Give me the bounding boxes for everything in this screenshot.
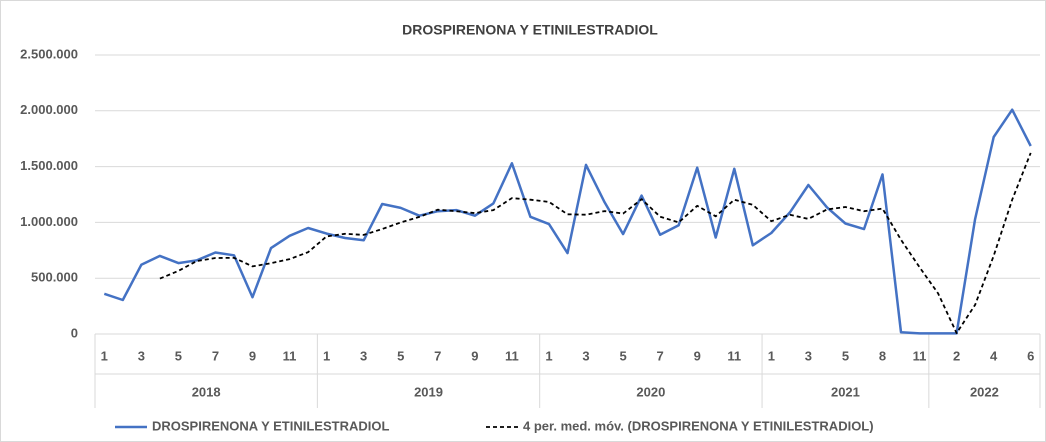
year-label: 2021	[831, 384, 860, 399]
x-tick-label: 9	[249, 348, 256, 363]
year-label: 2018	[192, 384, 221, 399]
y-tick-label: 2.500.000	[20, 46, 78, 61]
x-tick-label: 11	[505, 348, 519, 363]
x-tick-label: 11	[913, 348, 927, 363]
x-tick-label: 5	[397, 348, 404, 363]
chart-title: DROSPIRENONA Y ETINILESTRADIOL	[402, 22, 658, 38]
year-label: 2022	[970, 384, 999, 399]
y-tick-label: 1.500.000	[20, 158, 78, 173]
series-line	[103, 108, 1032, 335]
x-tick-label: 11	[727, 348, 741, 363]
x-tick-label: 11	[283, 348, 297, 363]
x-tick-label: 9	[694, 348, 701, 363]
x-tick-label: 1	[101, 348, 108, 363]
x-tick-label: 1	[323, 348, 330, 363]
y-tick-label: 0	[71, 325, 78, 340]
x-tick-label: 5	[175, 348, 182, 363]
x-tick-label: 4	[990, 348, 998, 363]
x-tick-label: 2	[953, 348, 960, 363]
x-tick-label: 1	[545, 348, 552, 363]
year-label: 2020	[636, 384, 665, 399]
legend-label: DROSPIRENONA Y ETINILESTRADIOL	[152, 418, 389, 433]
x-tick-label: 3	[360, 348, 367, 363]
year-label: 2019	[414, 384, 443, 399]
x-tick-label: 5	[842, 348, 849, 363]
x-tick-label: 7	[212, 348, 219, 363]
x-tick-label: 6	[1027, 348, 1034, 363]
y-tick-label: 1.000.000	[20, 214, 78, 229]
x-tick-label: 5	[619, 348, 626, 363]
x-tick-label: 3	[805, 348, 812, 363]
x-tick-label: 7	[657, 348, 664, 363]
x-tick-label: 1	[768, 348, 775, 363]
x-tick-label: 7	[434, 348, 441, 363]
x-tick-label: 3	[582, 348, 589, 363]
y-tick-label: 2.000.000	[20, 102, 78, 117]
x-tick-label: 9	[471, 348, 478, 363]
y-tick-label: 500.000	[31, 270, 78, 285]
legend-label: 4 per. med. móv. (DROSPIRENONA Y ETINILE…	[523, 418, 874, 433]
x-tick-label: 8	[879, 348, 886, 363]
x-tick-label: 3	[138, 348, 145, 363]
